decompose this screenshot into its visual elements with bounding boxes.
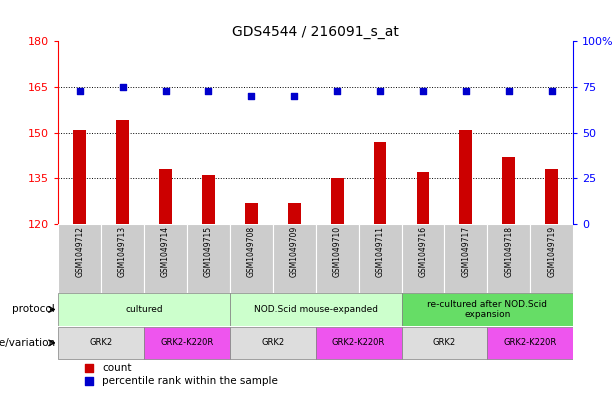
Point	[547, 88, 557, 94]
Point	[375, 88, 385, 94]
Text: GSM1049715: GSM1049715	[204, 226, 213, 277]
Text: GRK2: GRK2	[433, 338, 456, 347]
Text: GRK2-K220R: GRK2-K220R	[332, 338, 385, 347]
Text: GSM1049709: GSM1049709	[290, 226, 299, 277]
Bar	[402, 224, 444, 293]
Title: GDS4544 / 216091_s_at: GDS4544 / 216091_s_at	[232, 25, 399, 39]
Bar	[74, 130, 86, 224]
Bar	[58, 327, 144, 359]
Bar	[402, 294, 573, 325]
Bar	[530, 224, 573, 293]
Text: re-cultured after NOD.Scid
expansion: re-cultured after NOD.Scid expansion	[427, 300, 547, 319]
Text: protocol: protocol	[12, 305, 55, 314]
Bar	[187, 224, 230, 293]
Bar	[144, 327, 230, 359]
Point	[118, 84, 128, 90]
Bar	[273, 224, 316, 293]
Point	[84, 365, 94, 371]
Bar	[101, 224, 144, 293]
Bar	[116, 120, 129, 224]
Bar	[316, 327, 402, 359]
Bar	[444, 224, 487, 293]
Bar	[359, 224, 402, 293]
Point	[246, 93, 256, 99]
Text: GSM1049712: GSM1049712	[75, 226, 84, 277]
Text: GSM1049710: GSM1049710	[333, 226, 341, 277]
Bar	[144, 224, 187, 293]
Text: GRK2: GRK2	[89, 338, 113, 347]
Point	[75, 88, 85, 94]
Bar	[230, 294, 402, 325]
Text: NOD.Scid mouse-expanded: NOD.Scid mouse-expanded	[254, 305, 378, 314]
Text: GSM1049719: GSM1049719	[547, 226, 556, 277]
Bar	[230, 327, 316, 359]
Bar	[374, 142, 387, 224]
Text: cultured: cultured	[125, 305, 163, 314]
Text: GSM1049717: GSM1049717	[462, 226, 470, 277]
Point	[204, 88, 213, 94]
Text: GSM1049708: GSM1049708	[247, 226, 256, 277]
Point	[461, 88, 471, 94]
Text: GSM1049718: GSM1049718	[504, 226, 513, 277]
Bar	[316, 224, 359, 293]
Bar	[58, 294, 230, 325]
Bar	[417, 172, 430, 224]
Bar	[202, 175, 215, 224]
Text: GSM1049714: GSM1049714	[161, 226, 170, 277]
Text: count: count	[102, 363, 132, 373]
Point	[289, 93, 299, 99]
Bar	[503, 157, 515, 224]
Text: GSM1049713: GSM1049713	[118, 226, 127, 277]
Text: GSM1049716: GSM1049716	[419, 226, 427, 277]
Point	[84, 378, 94, 384]
Text: GRK2-K220R: GRK2-K220R	[504, 338, 557, 347]
Point	[504, 88, 514, 94]
Bar	[402, 327, 487, 359]
Bar	[546, 169, 558, 224]
Text: percentile rank within the sample: percentile rank within the sample	[102, 376, 278, 386]
Bar	[331, 178, 343, 224]
Bar	[487, 224, 530, 293]
Bar	[230, 224, 273, 293]
Text: GRK2: GRK2	[261, 338, 284, 347]
Text: GRK2-K220R: GRK2-K220R	[161, 338, 213, 347]
Bar	[460, 130, 473, 224]
Point	[418, 88, 428, 94]
Text: genotype/variation: genotype/variation	[0, 338, 55, 348]
Bar	[159, 169, 172, 224]
Bar	[487, 327, 573, 359]
Point	[332, 88, 342, 94]
Bar	[245, 203, 258, 224]
Bar	[58, 224, 101, 293]
Text: GSM1049711: GSM1049711	[376, 226, 384, 277]
Bar	[288, 203, 300, 224]
Point	[161, 88, 170, 94]
